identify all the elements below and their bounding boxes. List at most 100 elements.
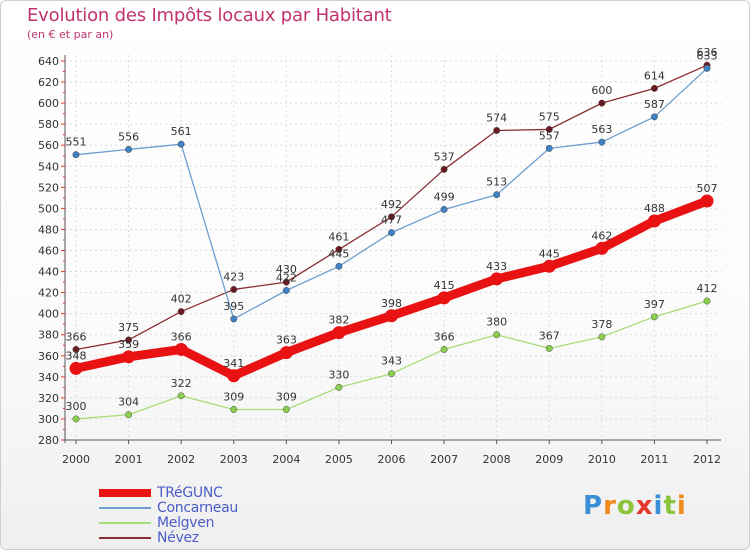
data-label: 477 (381, 214, 402, 227)
logo-letter: r (603, 491, 617, 521)
data-label: 614 (644, 69, 665, 82)
legend-swatch (99, 522, 151, 524)
data-point (122, 350, 136, 364)
data-label: 309 (223, 390, 244, 403)
data-point (437, 291, 451, 305)
legend-label: Névez (157, 530, 199, 546)
y-tick-label: 360 (38, 350, 59, 363)
y-tick-label: 480 (38, 223, 59, 236)
y-tick-label: 420 (38, 287, 59, 300)
data-point (490, 272, 504, 286)
data-label: 363 (276, 334, 297, 347)
data-label: 382 (328, 314, 349, 327)
data-point (700, 194, 714, 208)
x-tick-label: 2003 (220, 453, 248, 466)
data-label: 300 (66, 400, 87, 413)
data-label: 587 (644, 98, 665, 111)
x-tick-label: 2004 (272, 453, 300, 466)
y-tick-label: 400 (38, 308, 59, 321)
data-point (174, 342, 188, 356)
data-label: 397 (644, 298, 665, 311)
y-tick-label: 620 (38, 76, 59, 89)
x-tick-label: 2002 (167, 453, 195, 466)
data-label: 445 (539, 247, 560, 260)
logo-letter: i (676, 491, 687, 521)
logo-letter: P (583, 491, 604, 521)
data-point (335, 262, 343, 270)
data-label: 380 (486, 316, 507, 329)
data-label: 366 (66, 330, 87, 343)
data-point (282, 278, 290, 286)
data-label: 375 (118, 321, 139, 334)
data-point (227, 369, 241, 383)
data-point (650, 113, 658, 121)
data-point (545, 344, 553, 352)
data-point (177, 392, 185, 400)
x-tick-label: 2011 (640, 453, 668, 466)
y-tick-label: 600 (38, 97, 59, 110)
data-point (388, 213, 395, 221)
data-label: 551 (66, 136, 87, 149)
data-point (282, 287, 290, 294)
data-point (493, 331, 501, 339)
x-tick-label: 2000 (62, 453, 90, 466)
data-label: 633 (697, 49, 718, 62)
data-point (72, 151, 80, 159)
y-tick-label: 380 (38, 329, 59, 342)
data-point (542, 259, 556, 273)
data-label: 367 (539, 329, 560, 342)
data-label: 507 (697, 182, 718, 195)
data-label: 422 (276, 272, 297, 285)
data-label: 412 (697, 282, 718, 295)
data-point (177, 140, 185, 148)
data-label: 557 (539, 129, 560, 142)
chart-subtitle: (en € et par an) (27, 28, 114, 41)
data-point (332, 326, 346, 340)
data-label: 366 (171, 330, 192, 343)
data-label: 492 (381, 198, 402, 211)
data-label: 322 (171, 377, 192, 390)
data-label: 636 (697, 46, 718, 59)
data-point (598, 138, 606, 146)
data-point (72, 346, 80, 353)
data-point (282, 406, 290, 413)
x-tick-label: 2009 (535, 453, 563, 466)
data-label: 423 (223, 270, 244, 283)
data-point (230, 406, 238, 413)
data-point (72, 415, 80, 423)
x-tick-label: 2012 (693, 453, 721, 466)
data-label: 341 (223, 357, 244, 370)
data-point (440, 205, 448, 213)
y-tick-label: 300 (38, 413, 59, 426)
logo-letter: o (616, 491, 636, 521)
x-axis-ticks: 2000 2001 2002 2003 2004 2005 2006 2007 2008 2009… (62, 440, 721, 466)
data-label: 402 (171, 293, 192, 306)
data-label: 304 (118, 396, 139, 409)
y-tick-label: 280 (38, 434, 59, 447)
data-label: 561 (171, 125, 192, 138)
legend-label: Concarneau (157, 500, 238, 516)
logo-letter: i (653, 491, 664, 521)
legend-swatch (99, 537, 151, 539)
series-group (69, 61, 714, 423)
x-tick-label: 2010 (588, 453, 616, 466)
y-tick-label: 320 (38, 392, 59, 405)
data-point (69, 361, 83, 375)
data-point (125, 145, 133, 153)
x-tick-label: 2006 (378, 453, 406, 466)
data-label: 499 (434, 190, 455, 203)
y-tick-label: 560 (38, 139, 59, 152)
y-tick-label: 640 (38, 55, 59, 68)
data-point (647, 214, 661, 228)
y-tick-label: 440 (38, 266, 59, 279)
legend-swatch (99, 507, 151, 509)
data-point (595, 241, 609, 255)
data-point (230, 286, 238, 293)
data-point (545, 144, 553, 152)
x-tick-label: 2001 (115, 453, 143, 466)
data-label: 378 (591, 318, 612, 331)
data-point (650, 313, 658, 321)
data-label: 359 (118, 338, 139, 351)
